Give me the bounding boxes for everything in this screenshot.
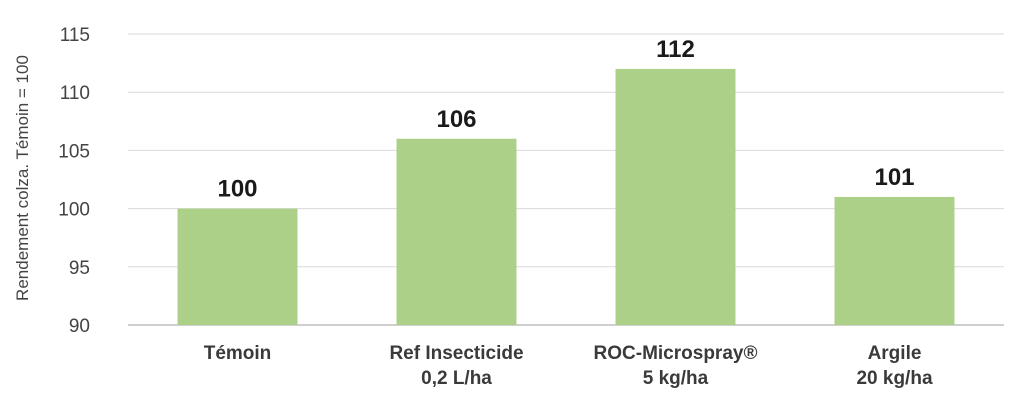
bars bbox=[177, 68, 955, 326]
y-tick-label: 90 bbox=[69, 316, 90, 337]
category-label: ROC-Microspray® bbox=[594, 343, 758, 364]
category-label: 5 kg/ha bbox=[643, 368, 709, 389]
data-label: 100 bbox=[217, 176, 257, 203]
y-tick-label: 115 bbox=[60, 25, 90, 46]
y-axis-label: Rendement colza. Témoin = 100 bbox=[13, 55, 32, 301]
y-axis-ticks: 90 95 100 105 110 115 bbox=[58, 25, 90, 337]
data-label: 112 bbox=[656, 36, 695, 63]
category-label: Ref Insecticide bbox=[389, 343, 523, 364]
y-tick-label: 100 bbox=[58, 200, 90, 221]
y-tick-label: 95 bbox=[69, 258, 90, 279]
y-tick-label: 105 bbox=[58, 141, 90, 162]
bar bbox=[396, 138, 517, 325]
bar bbox=[177, 208, 298, 325]
category-label: 0,2 L/ha bbox=[421, 368, 492, 389]
bar bbox=[615, 68, 736, 326]
data-labels: 100 106 112 101 bbox=[217, 36, 914, 203]
category-label: Témoin bbox=[204, 343, 272, 364]
bar bbox=[834, 196, 955, 325]
category-label: Argile bbox=[868, 343, 922, 364]
y-tick-label: 110 bbox=[60, 83, 90, 104]
category-label: 20 kg/ha bbox=[856, 368, 932, 389]
data-label: 101 bbox=[874, 164, 914, 191]
x-axis-categories: Témoin Ref Insecticide 0,2 L/ha ROC-Microsp… bbox=[204, 343, 933, 389]
data-label: 106 bbox=[436, 106, 476, 133]
